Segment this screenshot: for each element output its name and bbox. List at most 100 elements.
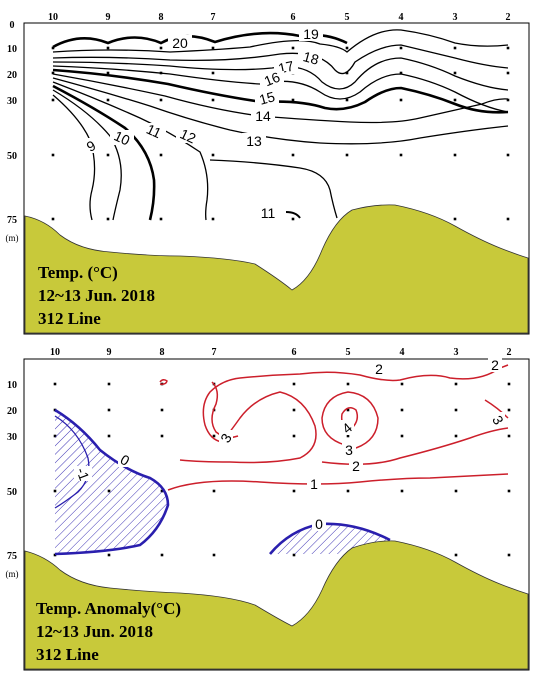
contour-label: 19 <box>303 26 319 42</box>
isotherm-13 <box>52 77 509 145</box>
sample-point <box>454 408 458 412</box>
title-line: Temp. (°C) <box>38 263 118 282</box>
label-bg <box>110 130 134 145</box>
sample-point <box>160 408 164 412</box>
negative-region-west <box>55 410 168 554</box>
sample-point <box>51 217 55 221</box>
sample-point <box>453 71 457 75</box>
contour-label: 20 <box>172 35 188 51</box>
sample-point <box>506 153 510 157</box>
depth-tick: 30 <box>7 96 17 107</box>
isotherm-11 <box>52 84 156 221</box>
isoline-2b <box>321 427 509 465</box>
label-bg <box>340 420 354 435</box>
top-seafloor <box>24 204 529 334</box>
station-tick: 4 <box>400 347 405 358</box>
label-bg <box>251 108 275 123</box>
contour-label: 2 <box>491 357 499 373</box>
depth-tick: 75 <box>7 215 17 226</box>
station-tick: 9 <box>106 12 111 23</box>
sample-point <box>399 153 403 157</box>
label-bg <box>491 412 505 427</box>
sample-point <box>159 98 163 102</box>
contour-label: 14 <box>255 108 271 124</box>
sample-point <box>454 553 458 557</box>
isoline-1 <box>167 473 509 491</box>
isotherm-9 <box>52 94 96 221</box>
label-bg <box>83 138 99 153</box>
label-bg <box>372 361 386 376</box>
sample-point <box>506 217 510 221</box>
label-bg <box>219 430 233 445</box>
bottom-depth-axis: 10 20 30 50 75 (m) <box>6 380 19 579</box>
depth-tick: 75 <box>7 551 17 562</box>
station-tick: 2 <box>507 347 512 358</box>
sample-point <box>292 408 296 412</box>
label-bg <box>260 71 284 86</box>
sample-point <box>345 153 349 157</box>
contour-label: -1 <box>73 465 92 482</box>
temperature-panel: 10 9 8 7 6 5 4 3 2 0 10 20 30 50 75 (m) <box>6 12 530 335</box>
sample-point <box>453 217 457 221</box>
sample-point <box>292 434 296 438</box>
sample-point <box>399 98 403 102</box>
station-tick: 10 <box>50 347 60 358</box>
contour-label: 10 <box>112 127 133 148</box>
sample-point <box>106 71 110 75</box>
label-bg <box>118 452 132 467</box>
sample-point <box>507 382 511 386</box>
top-contour-labels: 20 19 18 17 16 15 14 13 12 11 10 9 11 <box>83 26 323 221</box>
station-tick: 5 <box>346 347 351 358</box>
sample-point <box>345 71 349 75</box>
contour-label: 3 <box>345 442 353 458</box>
label-bg <box>342 442 356 457</box>
station-tick: 7 <box>211 12 216 23</box>
isoline-small <box>159 378 168 385</box>
title-line: 12~13 Jun. 2018 <box>38 286 155 305</box>
sample-point <box>400 382 404 386</box>
contour-label: 1 <box>310 476 318 492</box>
bottom-title: Temp. Anomaly(°C) 12~13 Jun. 2018 312 Li… <box>36 599 181 664</box>
sample-point <box>507 408 511 412</box>
bottom-plot-frame <box>23 358 530 671</box>
sample-point <box>346 382 350 386</box>
station-tick: 8 <box>159 12 164 23</box>
sample-point <box>211 217 215 221</box>
title-line: 312 Line <box>36 645 99 664</box>
sample-point <box>159 153 163 157</box>
top-plot-frame <box>23 22 530 335</box>
sample-point <box>345 98 349 102</box>
sample-point <box>211 46 215 50</box>
contour-label: 16 <box>262 69 283 90</box>
isoline-3 <box>321 391 379 449</box>
sample-point <box>399 71 403 75</box>
depth-tick: 30 <box>7 432 17 443</box>
station-tick: 7 <box>212 347 217 358</box>
sample-point <box>507 434 511 438</box>
label-bg <box>168 35 192 50</box>
sample-point <box>506 71 510 75</box>
contour-label: 0 <box>315 516 323 532</box>
sample-point <box>506 98 510 102</box>
sample-point <box>212 553 216 557</box>
sample-point <box>211 98 215 102</box>
depth-tick: 10 <box>7 380 17 391</box>
isotherm-16 <box>52 65 509 113</box>
title-line: Temp. Anomaly(°C) <box>36 599 181 618</box>
sample-point <box>454 434 458 438</box>
isotherm-18 <box>52 44 509 75</box>
bottom-seafloor <box>24 540 529 670</box>
top-isotherms <box>52 29 509 221</box>
depth-unit: (m) <box>6 233 19 243</box>
station-tick: 8 <box>160 347 165 358</box>
isotherm-19 <box>52 29 509 53</box>
label-bg <box>307 476 321 491</box>
sample-point <box>106 98 110 102</box>
bottom-station-axis: 10 9 8 7 6 5 4 3 2 <box>50 347 512 358</box>
label-bg <box>242 133 266 148</box>
sample-point <box>291 98 295 102</box>
station-tick: 4 <box>399 12 404 23</box>
contour-label: 12 <box>178 125 199 146</box>
bottom-contour-labels: 2 2 3 3 4 3 2 1 0 -1 0 <box>73 357 507 532</box>
isotherm-12 <box>52 81 209 221</box>
